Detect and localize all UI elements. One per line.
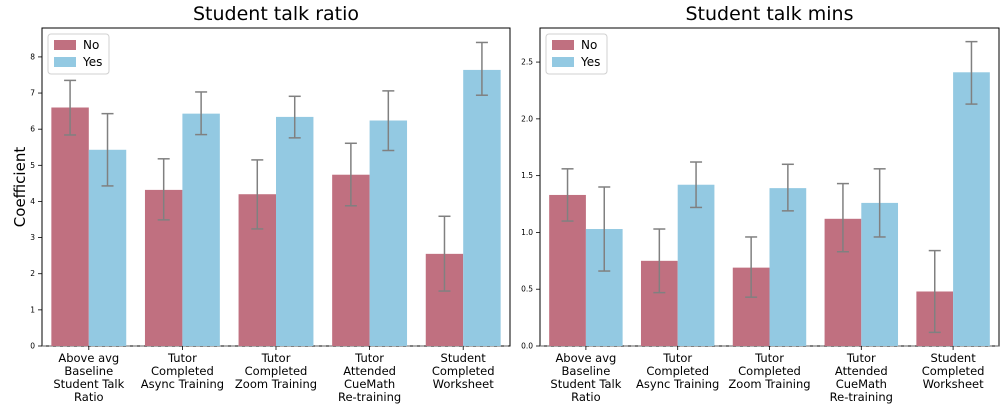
y-tick-label: 0 [30,342,35,351]
x-tick-label: Tutor Attended CueMath Re-training [338,351,401,404]
legend-swatch-yes [54,57,76,67]
bar-yes [276,116,314,347]
y-tick-label: 1 [30,305,35,314]
bar-yes [677,184,715,346]
y-tick-label: 4 [30,197,35,206]
y-tick-label: 2 [30,269,35,278]
x-tick-label: Student Completed Worksheet [922,351,985,391]
y-tick-label: 1.5 [521,171,533,180]
x-tick-label: Student Completed Worksheet [432,351,495,391]
x-tick-label: Tutor Attended CueMath Re-training [830,351,893,404]
y-tick-label: 8 [30,52,35,61]
y-tick-label: 3 [30,233,35,242]
legend-label-yes: Yes [82,55,102,69]
x-tick-label: Tutor Completed Zoom Training [235,351,317,391]
y-tick-label: 1.0 [521,228,533,237]
bar-yes [369,120,408,346]
legend-label-no: No [581,38,597,52]
y-tick-label: 5 [30,161,35,170]
bar-yes [182,113,220,346]
y-tick-label: 6 [30,125,35,134]
chart-panel-student-talk-mins: Student talk mins 0.0 0.5 1.0 1.5 2.0 2.5 Above… [521,3,1000,404]
x-tick-label: Above avg Baseline Student Talk Ratio [53,351,124,404]
x-tick-label: Tutor Completed Async Training [636,351,719,391]
bar-yes [769,188,807,346]
bar-yes [953,72,990,347]
y-tick-label: 0.0 [521,342,533,351]
chart-title: Student talk ratio [193,3,359,25]
y-tick-label: 7 [30,89,35,98]
bar-no [51,107,89,346]
y-tick-label: 2.0 [521,114,533,123]
bar-yes [463,69,501,346]
x-tick-label: Tutor Completed Async Training [141,351,224,391]
y-tick-label: 2.5 [521,58,533,67]
legend-label-yes: Yes [580,55,600,69]
legend-swatch-yes [552,57,574,67]
chart-panel-student-talk-ratio: Student talk ratio Coefficient 0 1 2 3 4 5 6 7 8 Ab… [11,3,511,404]
x-tick-label: Tutor Completed Zoom Training [728,351,810,391]
legend-swatch-no [552,40,574,50]
x-tick-label: Above avg Baseline Student Talk Ratio [550,351,621,404]
legend-label-no: No [83,38,99,52]
legend-swatch-no [54,40,76,50]
y-axis-label: Coefficient [11,147,29,228]
chart-title: Student talk mins [686,3,854,25]
y-tick-label: 0.5 [521,285,533,294]
